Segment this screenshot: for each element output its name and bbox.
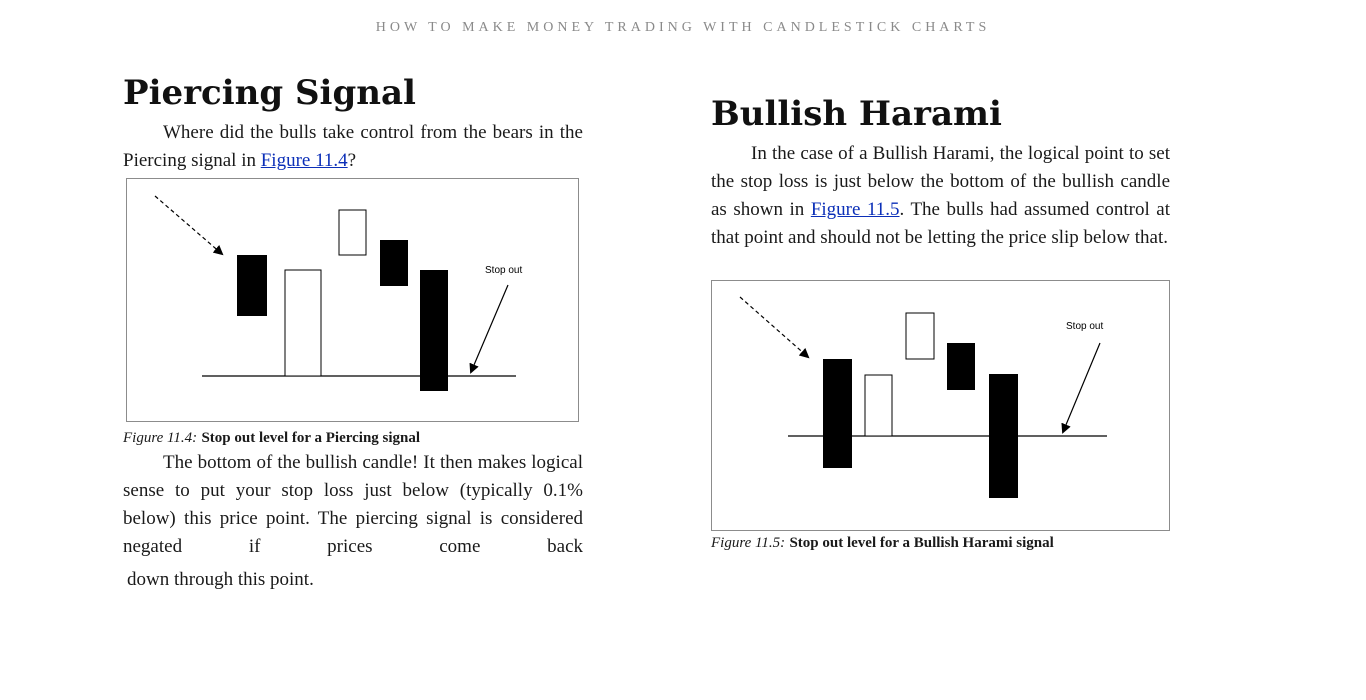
stop-out-label-11-5: Stop out	[1066, 321, 1103, 332]
bullish-harami-candle	[864, 374, 893, 437]
stop-out-arrow	[1061, 342, 1101, 434]
harami-text: In the case of a Bullish Harami, the log…	[711, 143, 1170, 220]
running-head: HOW TO MAKE MONEY TRADING WITH CANDLESTI…	[375, 20, 991, 35]
bearish-candle-1	[237, 255, 267, 316]
figure-11-5: Stop out	[711, 280, 1170, 531]
piercing-candlestick-diagram: Stop out	[154, 195, 522, 391]
caption-number: Figure 11.4:	[123, 430, 198, 446]
trend-arrow	[154, 195, 224, 256]
stop-out-label-11-4: Stop out	[485, 265, 522, 276]
caption-title: Stop out level for a Bullish Harami sign…	[789, 535, 1054, 551]
harami-text-tail: . The bulls had assumed control at that …	[711, 199, 1170, 248]
stop-out-arrow	[469, 284, 509, 374]
heading-piercing-signal: Piercing Signal	[123, 73, 416, 113]
bearish-candle-2	[947, 343, 975, 390]
bullish-candle-small	[338, 209, 367, 256]
bearish-candle-1	[823, 359, 852, 468]
harami-candlestick-diagram: Stop out	[739, 296, 1107, 498]
figure-11-5-caption: Figure 11.5: Stop out level for a Bullis…	[711, 534, 1054, 552]
piercing-intro-tail: ?	[347, 150, 357, 171]
caption-number: Figure 11.5:	[711, 535, 786, 551]
bullish-candle-small	[905, 312, 935, 360]
figure-11-5-link[interactable]: Figure 11.5	[810, 199, 900, 220]
caption-title: Stop out level for a Piercing signal	[201, 430, 421, 446]
piercing-explanation-paragraph: The bottom of the bullish candle! It the…	[123, 452, 583, 557]
piercing-intro-paragraph: Where did the bulls take control from th…	[123, 119, 583, 175]
bearish-candle-3	[989, 374, 1018, 498]
harami-paragraph: In the case of a Bullish Harami, the log…	[711, 140, 1170, 252]
bearish-candle-2	[380, 240, 408, 286]
figure-11-4-caption: Figure 11.4: Stop out level for a Pierci…	[123, 429, 420, 447]
piercing-intro-text: Where did the bulls take control from th…	[123, 122, 583, 171]
heading-bullish-harami: Bullish Harami	[711, 94, 1002, 134]
figure-11-4-link[interactable]: Figure 11.4	[260, 150, 348, 171]
trend-arrow	[739, 296, 810, 359]
bearish-candle-3	[420, 270, 448, 391]
bullish-candle	[284, 269, 322, 377]
piercing-explanation-last-line: down through this point.	[127, 569, 314, 590]
figure-11-4: Stop out	[126, 178, 579, 422]
